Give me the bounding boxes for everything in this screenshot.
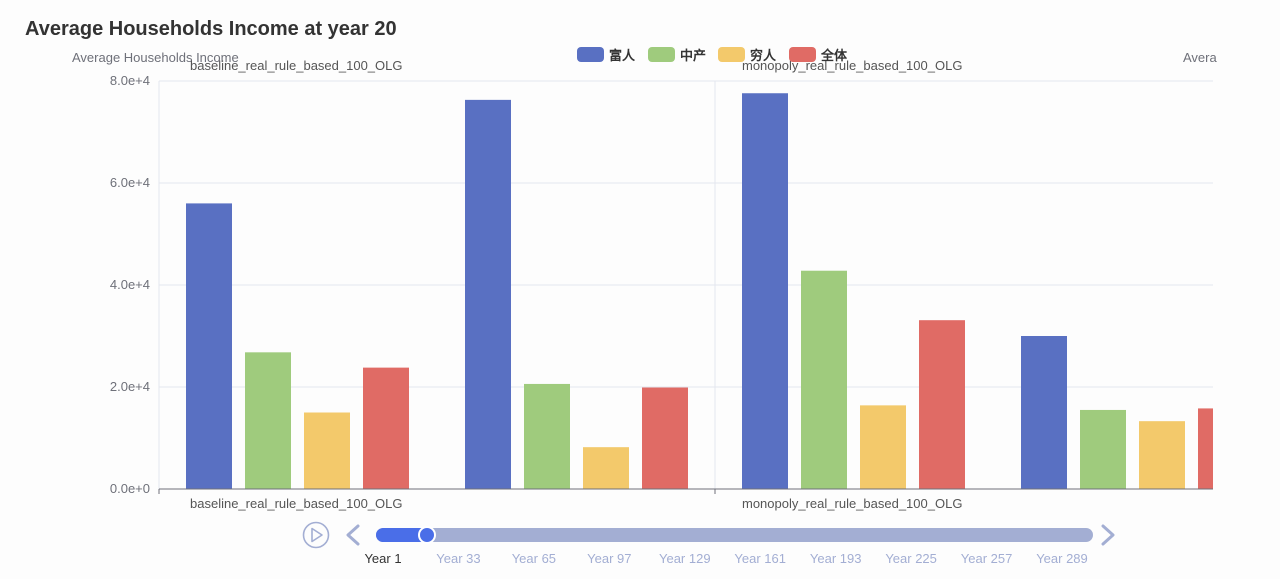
legend-swatch-middle [648,47,675,62]
timeline-label[interactable]: Year 225 [885,551,937,566]
legend-swatch-poor [718,47,745,62]
bar-middle-panel1-group0[interactable] [801,270,847,489]
bar-all-panel1-group0[interactable] [919,320,965,489]
x-axis [158,488,1213,494]
bar-poor-panel0-group1[interactable] [583,447,629,489]
bar-rich-panel1-group1[interactable] [1021,336,1067,489]
timeline-label[interactable]: Year 129 [659,551,711,566]
bar-poor-panel1-group0[interactable] [860,405,906,489]
bar-poor-panel1-group1[interactable] [1139,421,1185,489]
legend-item-poor[interactable]: 穷人 [718,47,777,63]
timeline-label[interactable]: Year 161 [734,551,786,566]
legend-label-poor: 穷人 [750,48,777,63]
legend-item-rich[interactable]: 富人 [577,47,636,63]
timeline: Year 1 Year 33 Year 65 Year 97 Year 129 Year … [302,521,1115,566]
play-icon-ring [302,521,330,549]
panel-label-top-baseline: baseline_real_rule_based_100_OLG [190,58,403,73]
y-tick-label: 4.0e+4 [110,277,150,292]
bar-middle-panel1-group1[interactable] [1080,409,1126,489]
chart-title: Average Households Income at year 20 [25,18,397,40]
y-tick-label: 8.0e+4 [110,73,150,88]
bar-all-panel0-group1[interactable] [642,387,688,489]
timeline-handle[interactable] [418,526,436,544]
legend: 富人 中产 穷人 全体 [577,47,848,63]
timeline-label[interactable]: Year 65 [512,551,556,566]
bar-rich-panel1-group0[interactable] [742,93,788,490]
bar-middle-panel0-group1[interactable] [524,383,570,489]
bar-all-panel0-group0[interactable] [363,367,409,489]
timeline-label[interactable]: Year 1 [364,551,401,566]
legend-label-middle: 中产 [680,48,706,63]
bar-rich-panel0-group1[interactable] [465,99,511,490]
legend-swatch-rich [577,47,604,62]
bar-rich-panel0-group0[interactable] [186,203,232,489]
legend-item-all[interactable]: 全体 [789,47,848,63]
timeline-label[interactable]: Year 289 [1036,551,1088,566]
next-arrow-icon[interactable] [1101,524,1115,546]
timeline-labels: Year 1 Year 33 Year 65 Year 97 Year 129 Year … [364,551,1087,566]
prev-arrow-icon[interactable] [346,524,360,546]
y-tick-label: 6.0e+4 [110,175,150,190]
timeline-label[interactable]: Year 97 [587,551,631,566]
y-tick-label: 2.0e+4 [110,379,150,394]
play-icon [311,527,323,543]
bar-middle-panel0-group0[interactable] [245,352,291,489]
y-axis-label: Average Households Income [72,50,239,65]
timeline-label[interactable]: Year 257 [961,551,1013,566]
timeline-label[interactable]: Year 193 [810,551,862,566]
panel-label-bottom-baseline: baseline_real_rule_based_100_OLG [190,496,403,511]
y-axis-label-right: Avera [1183,50,1217,65]
bar-all-panel1-group1[interactable] [1198,408,1244,489]
timeline-label[interactable]: Year 33 [436,551,480,566]
legend-item-middle[interactable]: 中产 [648,47,706,63]
y-tick-label: 0.0e+0 [110,481,150,496]
bar-poor-panel0-group0[interactable] [304,412,350,490]
bar-marks [186,93,1244,490]
play-button[interactable] [302,521,330,549]
legend-label-all: 全体 [820,48,848,63]
legend-swatch-all [789,47,816,62]
panel-label-bottom-monopoly: monopoly_real_rule_based_100_OLG [742,496,962,511]
legend-label-rich: 富人 [609,48,636,63]
y-axis: 0.0e+0 2.0e+4 4.0e+4 6.0e+4 8.0e+4 [110,73,160,496]
